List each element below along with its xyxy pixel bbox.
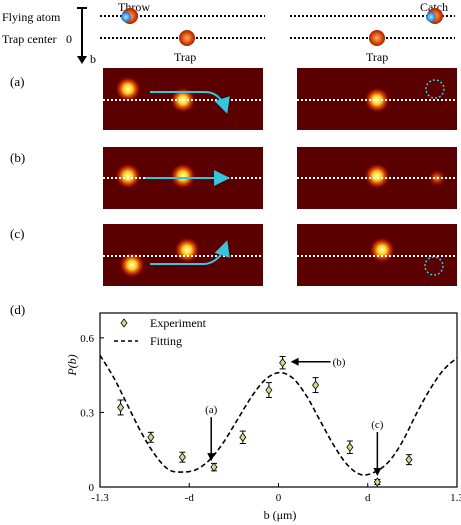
schematic-tracks	[100, 15, 455, 39]
diamond-marker	[405, 454, 413, 465]
annotation-a: (a)	[205, 404, 218, 462]
annotations-layer: (a) (b) (c)	[205, 357, 384, 477]
data-point	[405, 454, 413, 466]
frame-a-left	[103, 68, 263, 130]
diamond-marker	[373, 477, 381, 487]
x-tick-label: d	[365, 492, 371, 504]
zero-label: 0	[66, 32, 72, 46]
y-tick-label: 0	[89, 482, 95, 494]
diamond-marker	[346, 442, 354, 452]
catch-atom-icon	[426, 8, 443, 24]
data-point	[279, 356, 287, 370]
x-tick-label: -d	[185, 492, 195, 504]
fitting-curve-layer	[99, 354, 458, 476]
legend-experiment-label: Experiment	[150, 316, 207, 330]
data-point	[117, 399, 125, 416]
panel-label-a: (a)	[10, 74, 25, 89]
probability-chart: -1.3 -d 0 d 1.3 0 0.3 0.6 (a) (b) (c) Experiment F…	[65, 312, 461, 522]
data-point	[178, 451, 186, 463]
trap-atom-left-icon	[179, 30, 195, 46]
trap-center-label: Trap center	[2, 32, 57, 46]
diamond-marker	[210, 462, 218, 472]
annotation-arrowhead	[207, 453, 216, 462]
panel-label-c: (c)	[10, 226, 25, 241]
b-axis-arrow	[77, 7, 87, 64]
diamond-marker	[147, 432, 155, 442]
trap-atom-right-icon	[369, 30, 385, 46]
frame-a-right	[297, 68, 457, 130]
trap-label-left: Trap	[174, 50, 197, 64]
y-tick-label: 0.6	[80, 333, 94, 345]
data-point	[373, 477, 381, 487]
chart-legend: Experiment Fitting	[114, 316, 207, 348]
data-point	[265, 382, 273, 399]
y-axis-label: P(b)	[65, 354, 79, 376]
diamond-marker	[279, 358, 287, 368]
annotation-arrowhead	[373, 468, 382, 477]
panel-label-d: (d)	[10, 302, 26, 317]
schematic-figure	[77, 7, 457, 286]
experiment-points-layer	[117, 356, 413, 487]
legend-experiment-marker	[120, 318, 128, 328]
annotation-label: (a)	[205, 404, 218, 416]
b-axis-label: b	[90, 52, 96, 66]
diamond-marker	[178, 452, 186, 462]
legend-fitting-label: Fitting	[150, 334, 182, 348]
annotation-arrowhead	[290, 357, 299, 366]
fitting-curve	[99, 354, 458, 476]
data-point	[239, 430, 247, 444]
trap-label-right: Trap	[366, 50, 389, 64]
data-point	[210, 462, 218, 472]
x-tick-label: -1.3	[91, 492, 109, 504]
diamond-marker	[117, 402, 125, 413]
annotation-label: (c)	[371, 419, 384, 431]
data-point	[312, 377, 320, 394]
x-axis-label: b (μm)	[264, 508, 297, 522]
annotation-label: (b)	[333, 357, 346, 369]
data-point	[147, 431, 155, 443]
frame-c-right	[297, 224, 457, 286]
frame-b-right	[297, 147, 457, 209]
panel-label-b: (b)	[10, 150, 26, 165]
x-tick-label: 1.3	[450, 492, 461, 504]
catch-label: Catch	[420, 0, 448, 14]
y-tick-label: 0.3	[80, 407, 94, 419]
flying-atom-label: Flying atom	[2, 10, 61, 24]
diamond-marker	[312, 380, 320, 390]
chart-ticks: -1.3 -d 0 d 1.3 0 0.3 0.6	[80, 333, 461, 504]
annotation-c: (c)	[371, 419, 384, 477]
data-point	[346, 440, 354, 454]
throw-atom-icon	[121, 8, 138, 24]
annotation-b: (b)	[290, 357, 346, 369]
diamond-marker	[265, 385, 273, 395]
x-tick-label: 0	[276, 492, 282, 504]
frame-c-left	[103, 224, 263, 286]
frame-b-left	[103, 147, 263, 209]
diamond-marker	[239, 432, 247, 442]
